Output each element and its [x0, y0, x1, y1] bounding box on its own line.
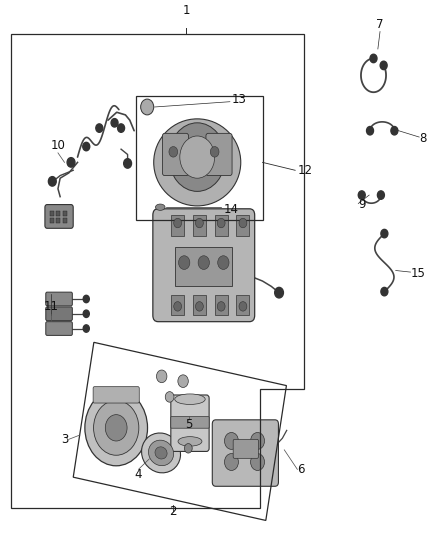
FancyBboxPatch shape	[171, 417, 209, 428]
Bar	[193, 295, 206, 316]
Circle shape	[111, 118, 118, 127]
Bar	[49, 218, 53, 222]
FancyBboxPatch shape	[46, 292, 72, 306]
Text: 2: 2	[170, 505, 177, 519]
Text: 8: 8	[419, 132, 427, 145]
Text: 11: 11	[44, 300, 59, 313]
Text: 5: 5	[185, 418, 192, 431]
Circle shape	[391, 126, 398, 135]
Circle shape	[85, 390, 148, 466]
Circle shape	[96, 124, 103, 132]
Bar	[171, 295, 184, 316]
Circle shape	[370, 54, 377, 63]
Bar	[171, 215, 184, 236]
Circle shape	[169, 123, 226, 191]
Circle shape	[275, 287, 283, 298]
FancyBboxPatch shape	[206, 133, 232, 175]
Circle shape	[83, 310, 89, 318]
Circle shape	[94, 400, 139, 455]
Ellipse shape	[175, 394, 205, 405]
FancyBboxPatch shape	[45, 205, 73, 228]
FancyBboxPatch shape	[162, 133, 188, 175]
Circle shape	[239, 302, 247, 311]
Bar	[215, 215, 228, 236]
Circle shape	[210, 147, 219, 157]
Circle shape	[169, 147, 178, 157]
Circle shape	[83, 142, 90, 151]
FancyBboxPatch shape	[171, 395, 209, 451]
FancyBboxPatch shape	[153, 209, 254, 322]
Bar	[63, 218, 67, 222]
Circle shape	[218, 256, 229, 270]
Ellipse shape	[155, 204, 165, 211]
Text: 1: 1	[183, 4, 190, 17]
Bar	[176, 247, 232, 286]
Circle shape	[180, 136, 215, 178]
Bar	[63, 212, 67, 216]
Text: 7: 7	[376, 18, 384, 30]
Bar	[215, 295, 228, 316]
Circle shape	[195, 219, 203, 228]
Ellipse shape	[141, 433, 180, 473]
Bar	[237, 295, 250, 316]
Text: 12: 12	[297, 164, 312, 177]
Text: 14: 14	[223, 204, 238, 216]
Circle shape	[378, 191, 385, 199]
FancyBboxPatch shape	[212, 420, 279, 486]
Circle shape	[251, 432, 265, 449]
Circle shape	[117, 124, 124, 132]
Circle shape	[381, 287, 388, 296]
Circle shape	[381, 229, 388, 238]
Circle shape	[184, 443, 192, 453]
Text: 10: 10	[50, 139, 65, 152]
Bar	[237, 215, 250, 236]
Bar	[193, 215, 206, 236]
Circle shape	[174, 219, 182, 228]
Text: 13: 13	[232, 93, 247, 106]
Text: 15: 15	[410, 266, 425, 280]
Circle shape	[239, 219, 247, 228]
Circle shape	[198, 256, 209, 270]
Circle shape	[48, 176, 56, 186]
Circle shape	[178, 375, 188, 387]
Circle shape	[83, 295, 89, 303]
Ellipse shape	[154, 119, 241, 206]
Circle shape	[225, 454, 238, 471]
Circle shape	[195, 302, 203, 311]
Circle shape	[105, 415, 127, 441]
Circle shape	[165, 392, 174, 402]
Ellipse shape	[148, 440, 173, 466]
Text: 3: 3	[61, 433, 69, 446]
Circle shape	[251, 454, 265, 471]
Circle shape	[367, 126, 374, 135]
Bar	[56, 212, 60, 216]
Circle shape	[141, 99, 154, 115]
Circle shape	[225, 432, 238, 449]
Ellipse shape	[178, 437, 202, 446]
Ellipse shape	[155, 447, 167, 459]
Text: 9: 9	[358, 198, 366, 211]
Bar	[49, 212, 53, 216]
FancyBboxPatch shape	[233, 439, 258, 458]
Circle shape	[358, 191, 365, 199]
FancyBboxPatch shape	[46, 322, 72, 335]
FancyBboxPatch shape	[93, 386, 139, 403]
Text: 4: 4	[135, 469, 142, 481]
Circle shape	[174, 302, 182, 311]
Circle shape	[124, 159, 131, 168]
Circle shape	[179, 256, 190, 270]
Bar	[56, 218, 60, 222]
Circle shape	[156, 370, 167, 383]
Circle shape	[217, 219, 225, 228]
Circle shape	[83, 325, 89, 332]
Text: 6: 6	[297, 463, 305, 476]
Circle shape	[67, 158, 75, 167]
Circle shape	[380, 61, 387, 70]
FancyBboxPatch shape	[46, 307, 72, 321]
Circle shape	[217, 302, 225, 311]
